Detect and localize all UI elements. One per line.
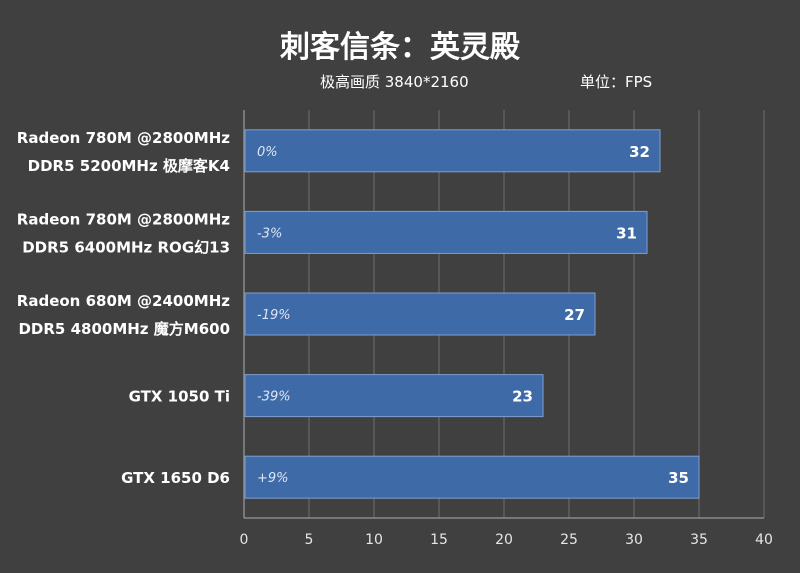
x-tick-label: 30 — [625, 532, 643, 548]
x-tick-label: 10 — [365, 532, 383, 548]
bar-value-label: 23 — [512, 388, 533, 406]
x-tick-label: 40 — [755, 532, 773, 548]
chart-title: 刺客信条：英灵殿 — [280, 30, 520, 65]
bar-percent-label: 0% — [257, 145, 278, 160]
category-label: DDR5 5200MHz 极摩客K4 — [28, 157, 230, 175]
bar-percent-label: +9% — [257, 471, 289, 486]
bar-value-label: 35 — [668, 469, 689, 487]
category-label: Radeon 780M @2800MHz — [17, 129, 230, 147]
bar-value-label: 27 — [564, 306, 585, 324]
x-tick-label: 5 — [305, 532, 314, 548]
x-tick-label: 20 — [495, 532, 513, 548]
x-tick-label: 0 — [240, 532, 249, 548]
bar-percent-label: -3% — [257, 226, 282, 241]
bar — [244, 374, 544, 418]
category-label: DDR5 6400MHz ROG幻13 — [22, 238, 230, 256]
bar-value-label: 32 — [629, 143, 650, 161]
bar — [244, 210, 648, 254]
x-tick-label: 35 — [690, 532, 708, 548]
category-label: GTX 1050 Ti — [129, 388, 230, 406]
bar — [244, 129, 661, 173]
x-tick-label: 25 — [560, 532, 578, 548]
chart-subtitle: 极高画质 3840*2160 — [320, 73, 469, 91]
x-tick-label: 15 — [430, 532, 448, 548]
bar-percent-label: -39% — [257, 390, 291, 405]
chart-unit-label: 单位：FPS — [580, 73, 653, 91]
category-label: GTX 1650 D6 — [121, 469, 230, 487]
category-label: DDR5 4800MHz 魔方M600 — [18, 320, 230, 338]
category-label: Radeon 680M @2400MHz — [17, 292, 230, 310]
bar — [244, 292, 596, 336]
bar-percent-label: -19% — [257, 308, 291, 323]
bar — [244, 455, 700, 499]
category-label: Radeon 780M @2800MHz — [17, 210, 230, 228]
bar-value-label: 31 — [616, 224, 637, 242]
